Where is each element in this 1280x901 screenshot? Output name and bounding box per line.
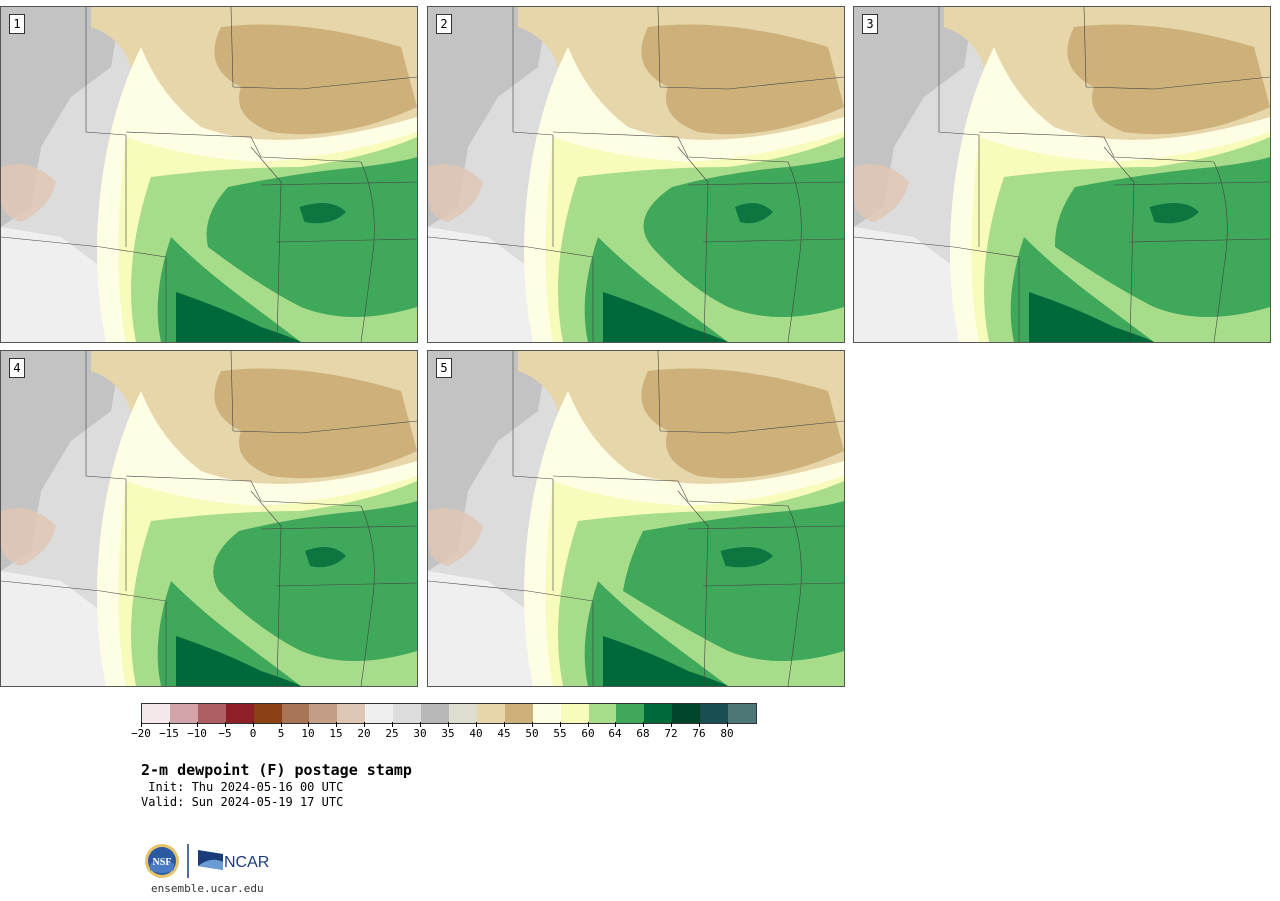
colorbar-tick-label: 55 xyxy=(553,727,567,740)
member-panel-3: 3 xyxy=(853,6,1271,343)
colorbar-tick xyxy=(281,722,282,727)
colorbar-tick-label: 80 xyxy=(720,727,734,740)
colorbar-tick-label: 64 xyxy=(608,727,622,740)
colorbar-tick-label: 68 xyxy=(636,727,650,740)
colorbar-tick xyxy=(560,722,561,727)
colorbar xyxy=(141,703,757,724)
colorbar-tick xyxy=(643,722,644,727)
member-panel-4: 4 xyxy=(0,350,418,687)
dewpoint-map-4 xyxy=(1,351,417,686)
colorbar-tick-label: 30 xyxy=(413,727,427,740)
colorbar-tick xyxy=(197,722,198,727)
colorbar-swatch xyxy=(448,704,477,723)
colorbar-tick-label: 72 xyxy=(664,727,678,740)
colorbar-tick xyxy=(671,722,672,727)
colorbar-swatch xyxy=(309,704,338,723)
dewpoint-map-3 xyxy=(854,7,1270,342)
colorbar-tick-label: −10 xyxy=(187,727,207,740)
colorbar-swatch xyxy=(588,704,617,723)
colorbar-tick-label: 10 xyxy=(301,727,315,740)
colorbar-tick-label: 76 xyxy=(692,727,706,740)
colorbar-tick xyxy=(448,722,449,727)
init-time: Init: Thu 2024-05-16 00 UTC xyxy=(141,780,344,794)
colorbar-tick-label: −15 xyxy=(159,727,179,740)
colorbar-tick-label: 25 xyxy=(385,727,399,740)
colorbar-tick-label: −20 xyxy=(131,727,151,740)
member-panel-1: 1 xyxy=(0,6,418,343)
colorbar-swatch xyxy=(365,704,394,723)
colorbar-tick xyxy=(336,722,337,727)
colorbar-tick xyxy=(727,722,728,727)
colorbar-tick-label: 35 xyxy=(441,727,455,740)
colorbar-tick xyxy=(169,722,170,727)
nsf-logo-icon: NSF xyxy=(145,844,179,878)
colorbar-tick-label: 60 xyxy=(581,727,595,740)
colorbar-swatch xyxy=(644,704,673,723)
colorbar-tick xyxy=(476,722,477,727)
site-url: ensemble.ucar.edu xyxy=(151,882,264,895)
logos: NSF NCAR xyxy=(145,844,269,878)
colorbar-swatch xyxy=(169,704,198,723)
colorbar-tick xyxy=(588,722,589,727)
dewpoint-map-5 xyxy=(428,351,844,686)
panel-label: 1 xyxy=(9,14,25,34)
colorbar-tick xyxy=(392,722,393,727)
colorbar-swatch xyxy=(728,704,756,723)
colorbar-tick xyxy=(504,722,505,727)
panel-label: 3 xyxy=(862,14,878,34)
colorbar-swatch xyxy=(672,704,701,723)
colorbar-tick-label: 15 xyxy=(329,727,343,740)
colorbar-swatch xyxy=(253,704,282,723)
colorbar-tick xyxy=(364,722,365,727)
colorbar-swatch xyxy=(225,704,254,723)
dewpoint-map-2 xyxy=(428,7,844,342)
colorbar-tick-label: 45 xyxy=(497,727,511,740)
panel-label: 5 xyxy=(436,358,452,378)
colorbar-swatch xyxy=(504,704,533,723)
colorbar-tick xyxy=(253,722,254,727)
colorbar-ticks: −20 −15 −10 −5 0 5 10 15 20 25 30 35 40 45 50 55 60 64 68 7… xyxy=(131,722,781,742)
valid-time: Valid: Sun 2024-05-19 17 UTC xyxy=(141,795,344,809)
colorbar-tick xyxy=(420,722,421,727)
panel-label: 4 xyxy=(9,358,25,378)
ncar-logo-icon: NCAR xyxy=(198,850,269,871)
colorbar-tick xyxy=(225,722,226,727)
colorbar-tick xyxy=(615,722,616,727)
colorbar-tick-label: 40 xyxy=(469,727,483,740)
colorbar-swatch xyxy=(532,704,561,723)
colorbar-swatch xyxy=(560,704,589,723)
colorbar-tick-label: 5 xyxy=(277,727,285,740)
colorbar-tick xyxy=(141,722,142,727)
nsf-logo-text: NSF xyxy=(153,857,172,868)
colorbar-swatch xyxy=(281,704,310,723)
colorbar-tick xyxy=(532,722,533,727)
colorbar-swatch xyxy=(421,704,449,723)
member-panel-2: 2 xyxy=(427,6,845,343)
dewpoint-map-1 xyxy=(1,7,417,342)
colorbar-tick xyxy=(699,722,700,727)
member-panel-5: 5 xyxy=(427,350,845,687)
colorbar-swatch xyxy=(337,704,366,723)
colorbar-tick-label: 0 xyxy=(249,727,257,740)
colorbar-swatch xyxy=(616,704,645,723)
colorbar-tick-label: −5 xyxy=(218,727,232,740)
colorbar-swatch xyxy=(476,704,505,723)
colorbar-tick xyxy=(308,722,309,727)
colorbar-swatch xyxy=(142,704,170,723)
colorbar-swatch xyxy=(700,704,729,723)
figure-title: 2-m dewpoint (F) postage stamp xyxy=(141,761,412,779)
ncar-logo-text: NCAR xyxy=(224,854,269,871)
colorbar-swatch xyxy=(197,704,226,723)
colorbar-tick-label: 50 xyxy=(525,727,539,740)
colorbar-swatch xyxy=(393,704,422,723)
panel-label: 2 xyxy=(436,14,452,34)
colorbar-tick-label: 20 xyxy=(357,727,371,740)
